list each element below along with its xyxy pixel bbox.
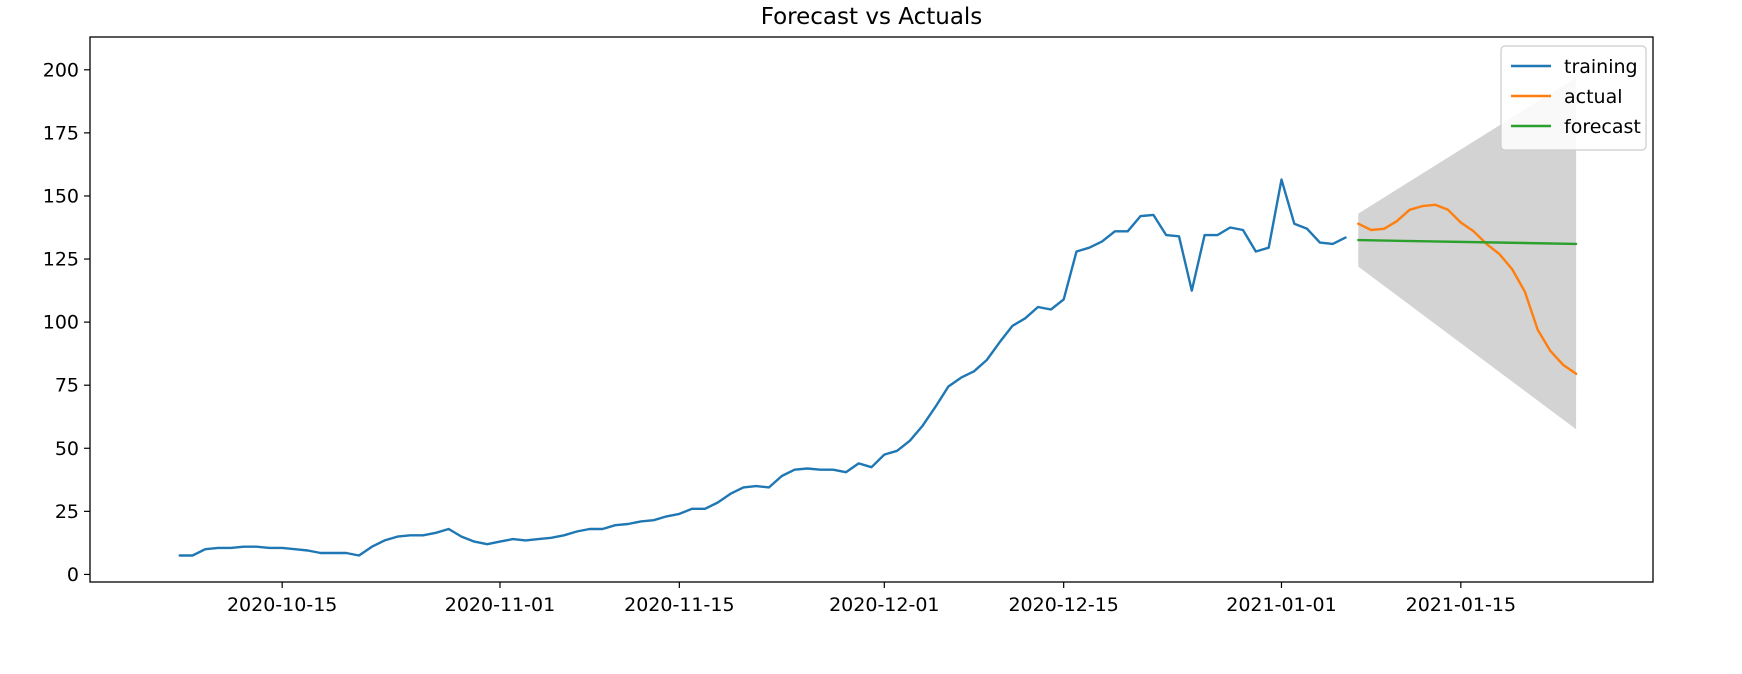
confidence-interval-band	[1358, 77, 1577, 430]
series-line-forecast	[1357, 238, 1578, 246]
plot-area-frame	[89, 36, 1654, 583]
y-tick-label: 25	[55, 501, 79, 523]
y-tick-label: 125	[43, 249, 79, 271]
legend: training actual forecast	[1500, 45, 1647, 151]
series-line-training	[178, 178, 1347, 557]
y-tick-label: 50	[55, 438, 79, 460]
legend-label-forecast: forecast	[1564, 116, 1641, 138]
y-axis: 0 25 50 75 100 125 150 175 200	[43, 59, 90, 586]
x-tick-label: 2020-12-01	[829, 594, 939, 616]
y-tick-label: 150	[43, 185, 79, 207]
y-tick-label: 0	[67, 564, 79, 586]
x-tick-label: 2021-01-15	[1406, 594, 1516, 616]
x-tick-label: 2021-01-01	[1226, 594, 1336, 616]
legend-label-actual: actual	[1564, 86, 1623, 108]
legend-box	[1500, 45, 1647, 151]
x-tick-label: 2020-11-01	[445, 594, 555, 616]
chart-title: Forecast vs Actuals	[761, 4, 983, 30]
y-tick-label: 75	[55, 375, 79, 397]
x-tick-label: 2020-11-15	[624, 594, 734, 616]
y-tick-label: 200	[43, 59, 79, 81]
confidence-interval-layer	[1358, 77, 1577, 430]
series-line-actual	[1357, 203, 1578, 375]
series-layer	[178, 178, 1578, 557]
x-tick-label: 2020-12-15	[1008, 594, 1118, 616]
x-tick-label: 2020-10-15	[227, 594, 337, 616]
x-axis: 2020-10-15 2020-11-01 2020-11-15 2020-12-01…	[227, 582, 1516, 616]
y-tick-label: 175	[43, 122, 79, 144]
legend-label-training: training	[1564, 56, 1638, 78]
y-tick-label: 100	[43, 312, 79, 334]
